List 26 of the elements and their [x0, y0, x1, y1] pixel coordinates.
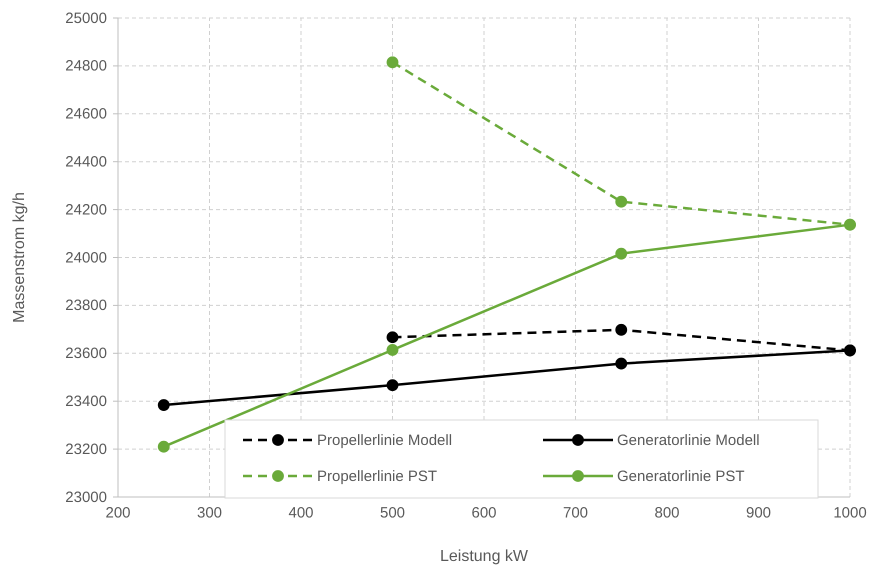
y-tick-label: 23800 [65, 297, 107, 314]
y-tick-label: 25000 [65, 10, 107, 27]
x-axis-title: Leistung kW [440, 548, 529, 565]
y-tick-label: 24800 [65, 58, 107, 75]
y-tick-label: 23000 [65, 488, 107, 506]
y-tick-label: 23200 [65, 440, 107, 458]
legend-label: Generatorlinie Modell [617, 432, 760, 449]
legend-label: Generatorlinie PST [617, 468, 745, 485]
x-tick-label: 500 [380, 504, 406, 522]
y-tick-label: 24600 [65, 106, 107, 123]
y-tick-label: 23600 [65, 345, 107, 362]
x-tick-label: 600 [471, 504, 497, 522]
x-tick-label: 800 [654, 504, 680, 522]
x-tick-label: 300 [196, 504, 222, 522]
y-tick-label: 24200 [65, 201, 107, 218]
x-tick-label: 200 [105, 504, 131, 522]
legend-label: Propellerlinie PST [317, 468, 438, 485]
y-tick-label: 23400 [65, 393, 107, 410]
legend-label: Propellerlinie Modell [317, 432, 452, 449]
y-tick-label: 24400 [65, 154, 107, 170]
x-tick-label: 700 [562, 504, 588, 522]
y-tick-label: 24000 [65, 249, 107, 266]
x-tick-label: 900 [746, 504, 772, 522]
x-tick-label: 400 [288, 504, 314, 522]
x-tick-label: 1000 [833, 504, 867, 522]
y-axis-title: Massenstrom kg/h [11, 192, 28, 323]
